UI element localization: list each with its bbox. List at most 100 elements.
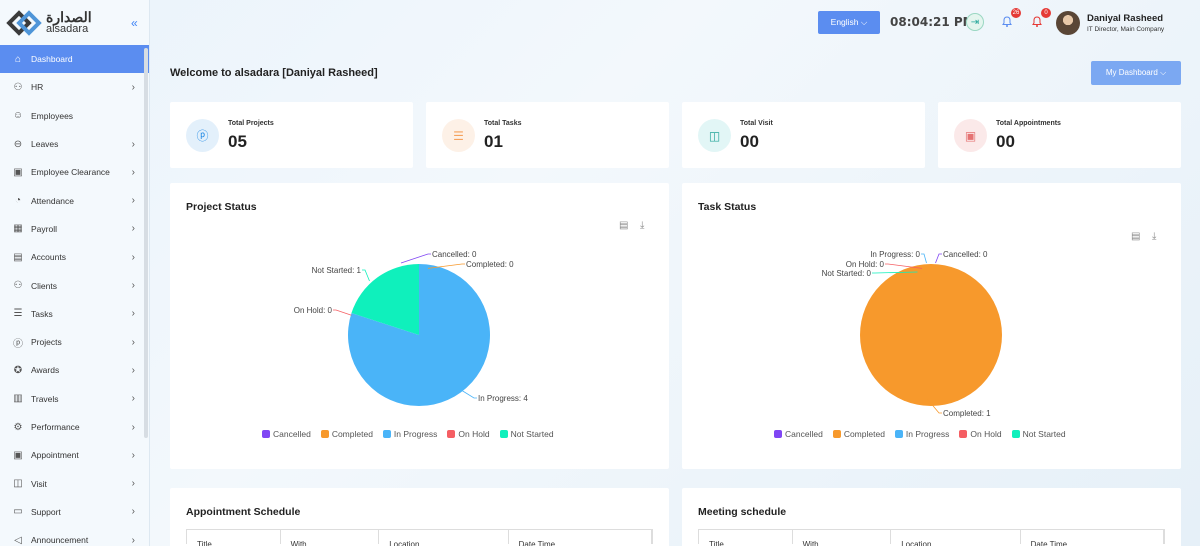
project-status-card: Project Status ▤ ⤓ Cancelled: 0 Completed…	[170, 183, 669, 469]
sidebar-item-label: HR	[31, 82, 44, 93]
pie-slice-in-progress[interactable]	[347, 264, 490, 406]
collapse-sidebar-icon[interactable]: «	[131, 16, 138, 30]
table-column-header[interactable]: With	[793, 530, 892, 546]
legend-label: Completed	[843, 429, 885, 439]
data-label: In Progress: 4	[478, 394, 528, 403]
legend-swatch	[262, 430, 270, 438]
payroll-icon: ▦	[13, 223, 23, 235]
meeting-schedule-title: Meeting schedule	[698, 506, 787, 518]
avatar[interactable]	[1056, 11, 1080, 35]
dashboard-select[interactable]: My Dashboard ⌵	[1091, 61, 1181, 85]
legend-swatch	[447, 430, 456, 438]
stat-value: 05	[228, 132, 247, 151]
chevron-right-icon: ›	[131, 280, 135, 292]
stat-card-total-appointments[interactable]: ▣ Total Appointments 00	[938, 102, 1181, 168]
table-column-header[interactable]: Date Time	[1021, 530, 1164, 546]
performance-icon: ⚙	[13, 421, 23, 433]
sidebar-scrollbar[interactable]	[144, 48, 148, 438]
task-status-card: Task Status ▤ ⤓ Cancelled: 0 Completed: 1…	[682, 183, 1181, 469]
sidebar-item-employees[interactable]: ☺ Employees	[0, 102, 149, 130]
pie-slice-not-started[interactable]	[351, 264, 419, 335]
sidebar-item-projects[interactable]: ⓟ Projects ›	[0, 328, 149, 356]
page-title: Welcome to alsadara [Daniyal Rasheed]	[170, 67, 378, 79]
clipboard-icon: ▣	[13, 166, 23, 178]
task-status-legend: Cancelled Completed In Progress On Hold Not …	[774, 429, 1076, 439]
legend-item-cancelled[interactable]: Cancelled	[774, 429, 823, 439]
table-column-header[interactable]: Location	[379, 530, 509, 546]
legend-item-cancelled[interactable]: Cancelled	[262, 429, 311, 439]
stat-card-total-tasks[interactable]: ☰ Total Tasks 01	[426, 102, 669, 168]
table-column-header[interactable]: Title	[187, 530, 281, 546]
legend-item-not-started[interactable]: Not Started	[1011, 429, 1066, 439]
sidebar-item-label: Projects	[31, 337, 62, 348]
support-icon: ▭	[13, 506, 23, 518]
sidebar-item-appointment[interactable]: ▣ Appointment ›	[0, 441, 149, 469]
project-icon: ⓟ	[186, 119, 219, 152]
document-icon[interactable]: ▤	[619, 220, 629, 231]
sidebar-item-clients[interactable]: ⚇ Clients ›	[0, 271, 149, 299]
table-column-header[interactable]: Date Time	[509, 530, 652, 546]
map-icon: ◫	[13, 478, 23, 490]
legend-label: Not Started	[1022, 429, 1066, 439]
stat-value: 00	[996, 132, 1015, 151]
table-column-header[interactable]: With	[281, 530, 380, 546]
data-label: In Progress: 0	[870, 250, 920, 259]
sidebar-item-visit[interactable]: ◫ Visit ›	[0, 469, 149, 497]
sidebar-item-accounts[interactable]: ▤ Accounts ›	[0, 243, 149, 271]
language-select[interactable]: English ⌵	[818, 11, 880, 34]
sidebar-item-label: Employees	[31, 110, 74, 121]
task-status-title: Task Status	[698, 201, 757, 213]
sidebar-item-dashboard[interactable]: ⌂ Dashboard	[0, 45, 149, 74]
legend-item-on-hold[interactable]: On Hold	[447, 429, 490, 439]
legend-item-completed[interactable]: Completed	[832, 429, 885, 439]
legend-item-completed[interactable]: Completed	[320, 429, 373, 439]
clock: 08:04:21 PM	[890, 15, 975, 29]
legend-label: In Progress	[393, 429, 438, 439]
sidebar-item-label: Clients	[31, 280, 57, 291]
legend-item-not-started[interactable]: Not Started	[499, 429, 554, 439]
legend-item-in-progress[interactable]: In Progress	[894, 429, 950, 439]
alert-bell-icon[interactable]: 0	[1028, 8, 1051, 31]
download-icon[interactable]: ⤓	[1152, 231, 1157, 242]
sidebar-item-employee-clearance[interactable]: ▣ Employee Clearance ›	[0, 158, 149, 186]
calendar-icon: ▣	[954, 119, 987, 152]
user-icon: ☺	[12, 110, 24, 122]
chevron-right-icon: ›	[131, 166, 135, 178]
stat-card-total-projects[interactable]: ⓟ Total Projects 05	[170, 102, 413, 168]
legend-swatch	[832, 430, 841, 438]
user-name[interactable]: Daniyal Rasheed	[1087, 13, 1164, 24]
sidebar-item-leaves[interactable]: ⊖ Leaves ›	[0, 130, 149, 158]
sidebar-item-announcement[interactable]: ◁ Announcement ›	[0, 526, 149, 546]
sidebar-item-hr[interactable]: ⚇ HR ›	[0, 73, 149, 101]
sidebar-item-tasks[interactable]: ☰ Tasks ›	[0, 300, 149, 328]
table-column-header[interactable]: Location	[891, 530, 1021, 546]
document-icon[interactable]: ▤	[1131, 231, 1141, 242]
stat-label: Total Appointments	[996, 120, 1061, 127]
check-in-icon[interactable]: ⇥	[966, 13, 984, 31]
sidebar-item-payroll[interactable]: ▦ Payroll ›	[0, 215, 149, 243]
legend-label: In Progress	[905, 429, 950, 439]
sidebar-item-performance[interactable]: ⚙ Performance ›	[0, 413, 149, 441]
legend-item-on-hold[interactable]: On Hold	[959, 429, 1002, 439]
pie-slice-completed[interactable]	[860, 264, 1002, 406]
sidebar: الصدارة alsadara « ⌂ Dashboard ⚇ HR › ☺ Employ…	[0, 0, 150, 546]
map-icon: ◫	[698, 119, 731, 152]
sidebar-item-awards[interactable]: ✪ Awards ›	[0, 356, 149, 384]
data-label: Not Started: 0	[822, 269, 872, 278]
meeting-table-header: Title With Location Date Time	[698, 529, 1165, 546]
legend-label: Completed	[331, 429, 373, 439]
logo[interactable]: الصدارة alsadara «	[0, 0, 149, 45]
data-label-leader	[926, 397, 942, 414]
sidebar-item-travels[interactable]: ▥ Travels ›	[0, 385, 149, 413]
legend-item-in-progress[interactable]: In Progress	[382, 429, 438, 439]
stat-label: Total Tasks	[484, 120, 522, 127]
award-icon: ✪	[13, 364, 23, 376]
sidebar-item-attendance[interactable]: ◔ Attendance ›	[0, 186, 149, 214]
chevron-right-icon: ›	[131, 364, 135, 376]
notification-bell-icon[interactable]: 26	[998, 8, 1021, 31]
download-icon[interactable]: ⤓	[640, 220, 645, 231]
table-column-header[interactable]: Title	[699, 530, 793, 546]
appointment-schedule-title: Appointment Schedule	[186, 506, 301, 518]
sidebar-item-support[interactable]: ▭ Support ›	[0, 498, 149, 526]
stat-card-total-visit[interactable]: ◫ Total Visit 00	[682, 102, 925, 168]
